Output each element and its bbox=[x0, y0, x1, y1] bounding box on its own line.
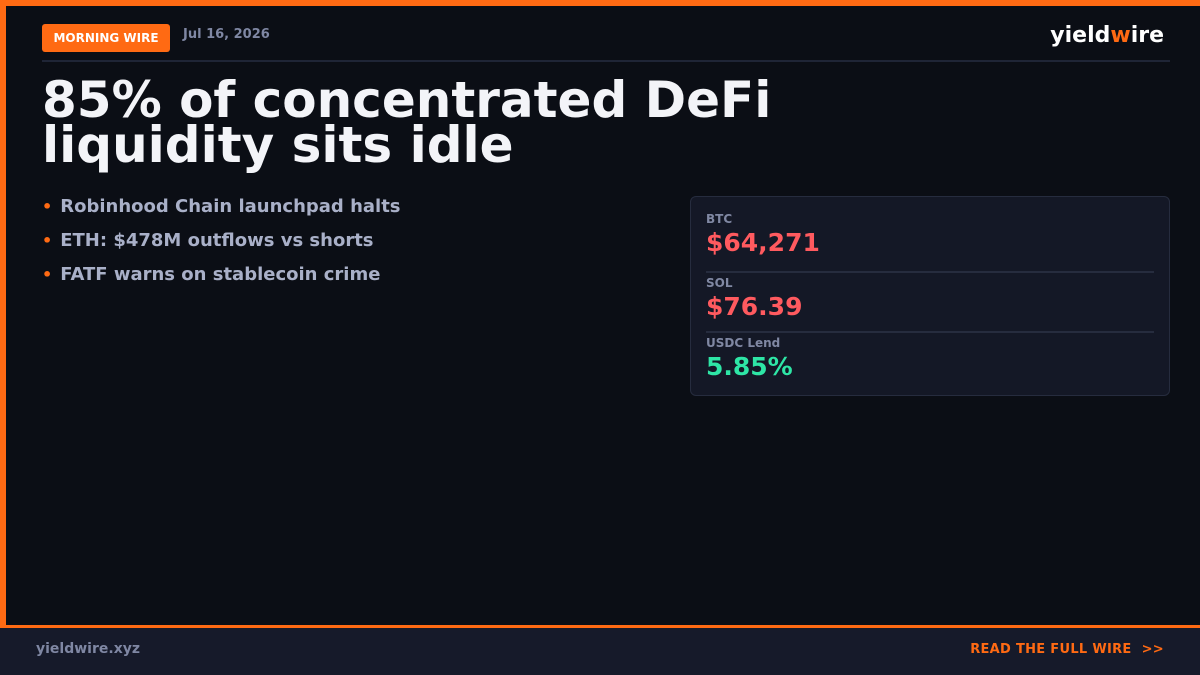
ticker: BTC $64,271 bbox=[706, 211, 1154, 271]
separator bbox=[42, 60, 1170, 62]
ticker-value: 5.85% bbox=[706, 352, 793, 381]
bullet-dot: • bbox=[42, 197, 53, 216]
ticker-value: $76.39 bbox=[706, 292, 803, 321]
card: MORNING WIRE Jul 16, 2026 yieldwire 85% … bbox=[0, 0, 1200, 625]
ticker: SOL $76.39 bbox=[706, 271, 1154, 331]
bullet-text: ETH: $478M outflows vs shorts bbox=[60, 230, 374, 251]
brand-accent: w bbox=[1110, 23, 1131, 48]
ticker-label: BTC bbox=[706, 212, 733, 226]
bullet-dot: • bbox=[42, 231, 53, 250]
bullet: • FATF warns on stablecoin crime bbox=[42, 263, 401, 297]
bullet-dot: • bbox=[42, 265, 53, 284]
bullet-list: • Robinhood Chain launchpad halts • ETH: $4… bbox=[42, 195, 401, 297]
site-url: yieldwire.xyz bbox=[36, 641, 140, 657]
date: Jul 16, 2026 bbox=[183, 27, 270, 42]
cta-text: READ THE FULL WIRE bbox=[970, 642, 1132, 657]
bullet-text: FATF warns on stablecoin crime bbox=[60, 264, 381, 285]
headline: 85% of concentrated DeFi liquidity sits … bbox=[42, 71, 772, 174]
brand-start: yield bbox=[1050, 23, 1111, 48]
brand: yieldwire bbox=[1050, 23, 1164, 48]
ticker-value: $64,271 bbox=[706, 228, 820, 257]
ticker-label: SOL bbox=[706, 276, 733, 290]
bullet-text: Robinhood Chain launchpad halts bbox=[60, 196, 401, 217]
bullet: • ETH: $478M outflows vs shorts bbox=[42, 229, 401, 263]
read-more-link[interactable]: READ THE FULL WIRE >> bbox=[970, 642, 1164, 657]
ticker: USDC Lend 5.85% bbox=[706, 331, 1154, 391]
ticker-label: USDC Lend bbox=[706, 336, 781, 350]
badge: MORNING WIRE bbox=[42, 24, 170, 52]
brand-end: ire bbox=[1130, 23, 1164, 48]
footer: yieldwire.xyz READ THE FULL WIRE >> bbox=[0, 625, 1200, 675]
ticker-panel: BTC $64,271 SOL $76.39 USDC Lend 5.85% bbox=[690, 196, 1170, 396]
bullet: • Robinhood Chain launchpad halts bbox=[42, 195, 401, 229]
cta-arrows: >> bbox=[1141, 642, 1164, 657]
